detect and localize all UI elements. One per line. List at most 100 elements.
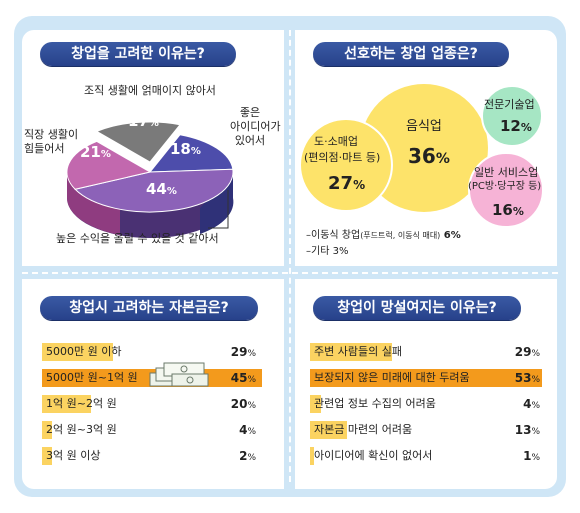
pie-pct-high-income: 44% xyxy=(146,180,177,198)
bar-value-unit: % xyxy=(247,427,256,437)
bar-row: 1억 원~2억 원 20% xyxy=(42,395,266,413)
bar-row: 5000만 원 이하 29% xyxy=(42,343,266,361)
bubble-pct-service: 16% xyxy=(492,201,524,219)
bar-label: 5000만 원~1억 원 xyxy=(46,371,138,384)
bar-value-number: 4 xyxy=(523,397,532,411)
bar-row: 관련업 정보 수집의 어려움 4% xyxy=(310,395,546,413)
bar-value: 2% xyxy=(216,447,256,467)
bar xyxy=(310,421,347,439)
bar xyxy=(310,369,542,387)
pie-pct-organization: 17% xyxy=(128,112,159,130)
pie-pct-idea: 18% xyxy=(170,140,201,158)
bubble-value-retail: 27 xyxy=(328,173,354,194)
pie-value-high-income: 44 xyxy=(146,180,167,198)
bar-value-number: 29 xyxy=(514,345,532,359)
bar-value: 45% xyxy=(216,369,256,389)
bar-value-unit: % xyxy=(531,401,540,411)
bar-value-number: 13 xyxy=(514,423,532,437)
note-mobile-startup: –이동식 창업(푸드트럭, 이동식 매대) 6% xyxy=(306,226,461,241)
bar xyxy=(42,421,52,439)
bubble-value-service: 16 xyxy=(492,201,513,219)
bar-value: 1% xyxy=(500,447,540,467)
bar-value-unit: % xyxy=(531,375,540,385)
bar-value: 20% xyxy=(216,395,256,415)
bar-row: 보장되지 않은 미래에 대한 두려움 53% xyxy=(310,369,546,387)
bubble-sublabel-retail: (편의점·마트 등) xyxy=(304,151,381,164)
vertical-divider xyxy=(289,30,291,482)
bar-value-unit: % xyxy=(531,349,540,359)
pie-value-workplace: 21 xyxy=(80,143,101,161)
bar-value-unit: % xyxy=(531,427,540,437)
pie-label-workplace-2: 힘들어서 xyxy=(24,142,65,155)
bar-label: 주변 사람들의 실패 xyxy=(314,345,402,358)
leader-line-high-income xyxy=(208,190,229,229)
pie-label-idea-2: 아이디어가 xyxy=(230,120,281,133)
pie-label-organization: 조직 생활에 얽매이지 않아서 xyxy=(84,84,216,97)
bar-value-unit: % xyxy=(247,349,256,359)
bubble-sublabel-service: (PC방·당구장 등) xyxy=(468,181,542,192)
bubble-value-tech: 12 xyxy=(500,117,521,135)
pie-slice-workplace xyxy=(66,140,152,190)
note-other: –기타 3% xyxy=(306,246,349,257)
bubble-label-food: 음식업 xyxy=(406,119,442,134)
bar xyxy=(310,395,322,413)
bar-label: 5000만 원 이하 xyxy=(46,345,122,358)
bubble-label-tech: 전문기술업 xyxy=(484,98,535,111)
bar-label: 보장되지 않은 미래에 대한 두려움 xyxy=(314,371,470,384)
bar-label: 3억 원 이상 xyxy=(46,449,101,462)
bar-row: 자본금 마련의 어려움 13% xyxy=(310,421,546,439)
bubble-value-food: 36 xyxy=(408,144,436,168)
bubble-pct-food: 36% xyxy=(408,144,450,168)
bubble-label-service: 일반 서비스업 xyxy=(474,166,539,179)
pie-label-idea: 좋은 아이디어가 있어서 xyxy=(230,106,281,148)
pie-label-workplace-1: 직장 생활이 xyxy=(24,128,79,141)
pie-label-high-income: 높은 수익을 올릴 수 있을 것 같아서 xyxy=(56,232,219,245)
bar-row: 3억 원 이상 2% xyxy=(42,447,266,465)
bar-label: 1억 원~2억 원 xyxy=(46,397,117,410)
note-mobile-label: –이동식 창업 xyxy=(306,230,361,241)
bar-value: 29% xyxy=(216,343,256,363)
note-mobile-value: 6% xyxy=(440,230,461,241)
bubble-label-retail: 도·소매업 xyxy=(314,135,358,148)
bar-value-unit: % xyxy=(247,401,256,411)
bar-row: 주변 사람들의 실패 29% xyxy=(310,343,546,361)
title-industries: 선호하는 창업 업종은? xyxy=(313,42,509,66)
pie-label-idea-3: 있어서 xyxy=(234,134,266,147)
bubble-retail xyxy=(299,118,393,212)
bar-row: 2억 원~3억 원 4% xyxy=(42,421,266,439)
bar xyxy=(310,343,393,361)
title-reasons: 창업을 고려한 이유는? xyxy=(40,42,236,66)
money-stack-icon xyxy=(149,362,209,387)
bar-value-unit: % xyxy=(531,453,540,463)
pie-label-workplace: 직장 생활이 힘들어서 xyxy=(24,128,78,156)
bar-value: 29% xyxy=(500,343,540,363)
bar-value-number: 20 xyxy=(230,397,248,411)
bar-value-number: 29 xyxy=(230,345,248,359)
bar-value-number: 1 xyxy=(523,449,532,463)
pie-slice-idea xyxy=(148,134,234,173)
pie-slice-high-income xyxy=(74,168,234,213)
bubble-food xyxy=(360,84,488,212)
note-mobile-sublabel: (푸드트럭, 이동식 매대) xyxy=(360,231,441,240)
bar-value: 53% xyxy=(500,369,540,389)
bar-value: 13% xyxy=(500,421,540,441)
bar-value-unit: % xyxy=(247,453,256,463)
title-capital: 창업시 고려하는 자본금은? xyxy=(40,296,258,320)
bar-label: 2억 원~3억 원 xyxy=(46,423,117,436)
pie-label-idea-1: 좋은 xyxy=(239,106,261,119)
bubble-service xyxy=(468,152,544,228)
bar xyxy=(310,447,314,465)
bar-label: 아이디어에 확신이 없어서 xyxy=(314,449,433,462)
bubble-pct-retail: 27% xyxy=(328,173,366,194)
bar xyxy=(42,395,91,413)
pie-value-organization: 17 xyxy=(128,112,149,130)
bar-value-unit: % xyxy=(247,375,256,385)
bar-value-number: 4 xyxy=(239,423,248,437)
bar xyxy=(42,447,52,465)
pie-pct-workplace: 21% xyxy=(80,143,111,161)
pie-value-idea: 18 xyxy=(170,140,191,158)
bar-value: 4% xyxy=(500,395,540,415)
bar-row: 아이디어에 확신이 없어서 1% xyxy=(310,447,546,465)
